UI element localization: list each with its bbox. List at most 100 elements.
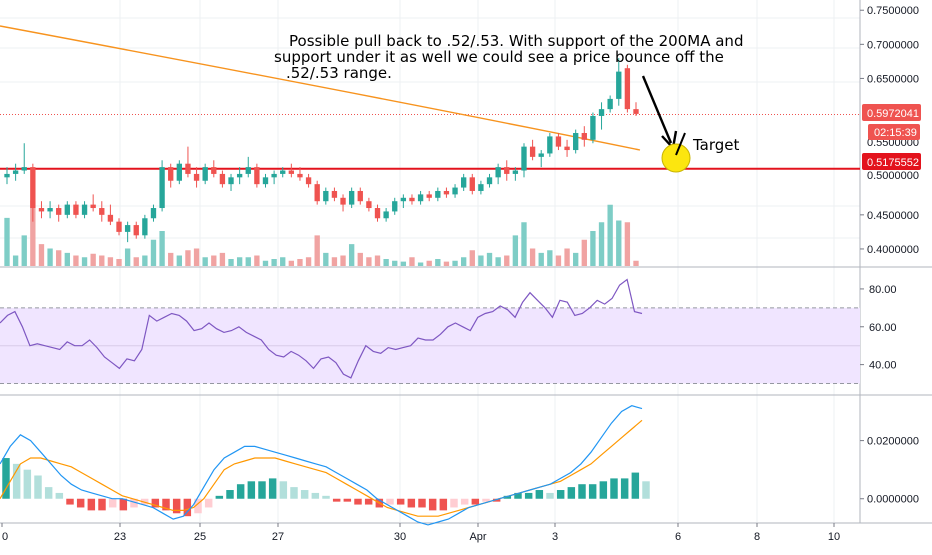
volume-bar-57 xyxy=(495,257,501,266)
candle-body-68 xyxy=(590,115,596,140)
candle-body-3 xyxy=(30,167,36,209)
candle-body-6 xyxy=(56,208,62,215)
macd-hist-bar-9 xyxy=(98,498,106,511)
candle-body-26 xyxy=(228,177,234,185)
candle-body-18 xyxy=(159,167,165,209)
candle-body-21 xyxy=(185,163,191,174)
candle-body-73 xyxy=(633,109,639,114)
macd-hist-bar-11 xyxy=(119,498,128,511)
rsi-line xyxy=(0,278,643,379)
volume-bar-20 xyxy=(176,255,182,266)
volume-bar-64 xyxy=(555,255,562,266)
candles-layer xyxy=(4,57,639,243)
time-tick-label-2: 25 xyxy=(194,531,206,543)
support-price-tag: 0.5175552 xyxy=(862,153,921,170)
macd-hist-bar-57 xyxy=(610,478,618,499)
candle-body-37 xyxy=(323,190,329,202)
volume-bar-11 xyxy=(99,255,105,266)
volume-bar-47 xyxy=(409,257,415,266)
candle-body-22 xyxy=(193,173,200,181)
volume-bar-0 xyxy=(4,217,10,266)
volume-bar-4 xyxy=(38,244,45,266)
volume-bar-9 xyxy=(81,257,88,266)
current-price-tag: 0.5972041 xyxy=(862,104,921,121)
candle-body-1 xyxy=(12,170,19,174)
time-axis[interactable]: 0 23 25 27 30 Apr 3 6 8 10 xyxy=(1,523,840,543)
main-panel[interactable] xyxy=(0,0,932,524)
macd-hist-bar-38 xyxy=(407,498,416,508)
candle-body-56 xyxy=(486,177,493,185)
volume-bar-73 xyxy=(633,260,639,266)
candle-body-16 xyxy=(142,218,148,236)
macd-hist-bar-4 xyxy=(44,487,53,499)
candle-body-53 xyxy=(461,177,467,188)
annotation-line-2: support under it as well we could see a … xyxy=(274,48,724,66)
candle-body-72 xyxy=(624,68,631,110)
candle-body-42 xyxy=(366,201,372,209)
price-tick-label-1: 0.7000000 xyxy=(867,39,919,51)
volume-bar-44 xyxy=(383,259,389,266)
candle-body-52 xyxy=(452,187,458,195)
candle-body-17 xyxy=(150,208,157,219)
macd-hist-bar-16 xyxy=(172,498,181,514)
volume-bar-17 xyxy=(150,239,157,266)
candle-body-59 xyxy=(512,170,519,174)
volume-bar-67 xyxy=(581,239,587,266)
candle-body-15 xyxy=(133,225,139,236)
candle-body-11 xyxy=(99,208,105,215)
candle-body-63 xyxy=(547,136,553,154)
target-label: Target xyxy=(692,136,740,154)
candle-body-64 xyxy=(555,136,562,147)
macd-hist-bar-50 xyxy=(535,490,544,499)
macd-hist-bar-37 xyxy=(396,498,405,505)
volume-bar-69 xyxy=(598,222,605,266)
time-tick-label-0: 0 xyxy=(2,531,8,543)
macd-hist-bar-3 xyxy=(34,475,42,499)
candle-body-32 xyxy=(280,170,286,174)
macd-hist-bar-14 xyxy=(151,498,160,508)
macd-hist-bar-60 xyxy=(642,481,650,499)
volume-bar-32 xyxy=(280,257,286,266)
macd-hist-bar-32 xyxy=(343,498,352,502)
volume-bar-49 xyxy=(426,260,432,266)
macd-hist-bar-44 xyxy=(471,498,480,505)
target-circle xyxy=(661,143,691,173)
volume-bar-10 xyxy=(90,253,96,266)
volume-bar-2 xyxy=(21,235,27,266)
annotation-line-3: .52/.53 range. xyxy=(286,64,392,82)
volume-bar-3 xyxy=(30,200,36,266)
candle-body-66 xyxy=(573,133,579,151)
volume-bar-21 xyxy=(185,250,191,266)
candle-body-4 xyxy=(38,208,45,212)
candle-body-20 xyxy=(176,163,182,181)
macd-hist-bar-20 xyxy=(215,495,224,499)
macd-hist-bar-53 xyxy=(567,487,576,499)
macd-hist-bar-42 xyxy=(450,498,458,508)
macd-panel[interactable]: 0.0200000 0.0000000 xyxy=(0,405,919,526)
volume-bar-70 xyxy=(607,204,613,266)
countdown-tag: 02:15:39 xyxy=(868,124,920,140)
candle-body-51 xyxy=(443,190,450,195)
volume-bar-54 xyxy=(469,250,475,266)
volume-bar-18 xyxy=(159,231,165,266)
volume-bar-63 xyxy=(547,250,553,266)
volume-bar-13 xyxy=(116,259,122,266)
macd-hist-bar-15 xyxy=(162,498,170,511)
candle-body-40 xyxy=(348,190,355,205)
candle-body-0 xyxy=(4,173,10,178)
macd-hist-bar-24 xyxy=(258,481,266,499)
macd-hist-bar-7 xyxy=(76,498,85,508)
volume-bar-45 xyxy=(392,260,398,266)
rsi-panel[interactable]: 80.00 60.00 40.00 xyxy=(0,278,897,385)
candle-body-58 xyxy=(504,167,510,174)
volume-bar-29 xyxy=(254,255,260,266)
macd-hist-bar-25 xyxy=(268,478,277,499)
volume-bar-61 xyxy=(529,248,536,266)
volume-bar-33 xyxy=(288,260,295,266)
volume-bar-39 xyxy=(340,255,346,266)
moving-average-200-line xyxy=(0,25,641,151)
volume-bar-12 xyxy=(107,257,114,266)
candle-body-31 xyxy=(271,173,277,178)
candle-body-62 xyxy=(538,153,544,157)
macd-hist-bar-36 xyxy=(386,498,394,505)
